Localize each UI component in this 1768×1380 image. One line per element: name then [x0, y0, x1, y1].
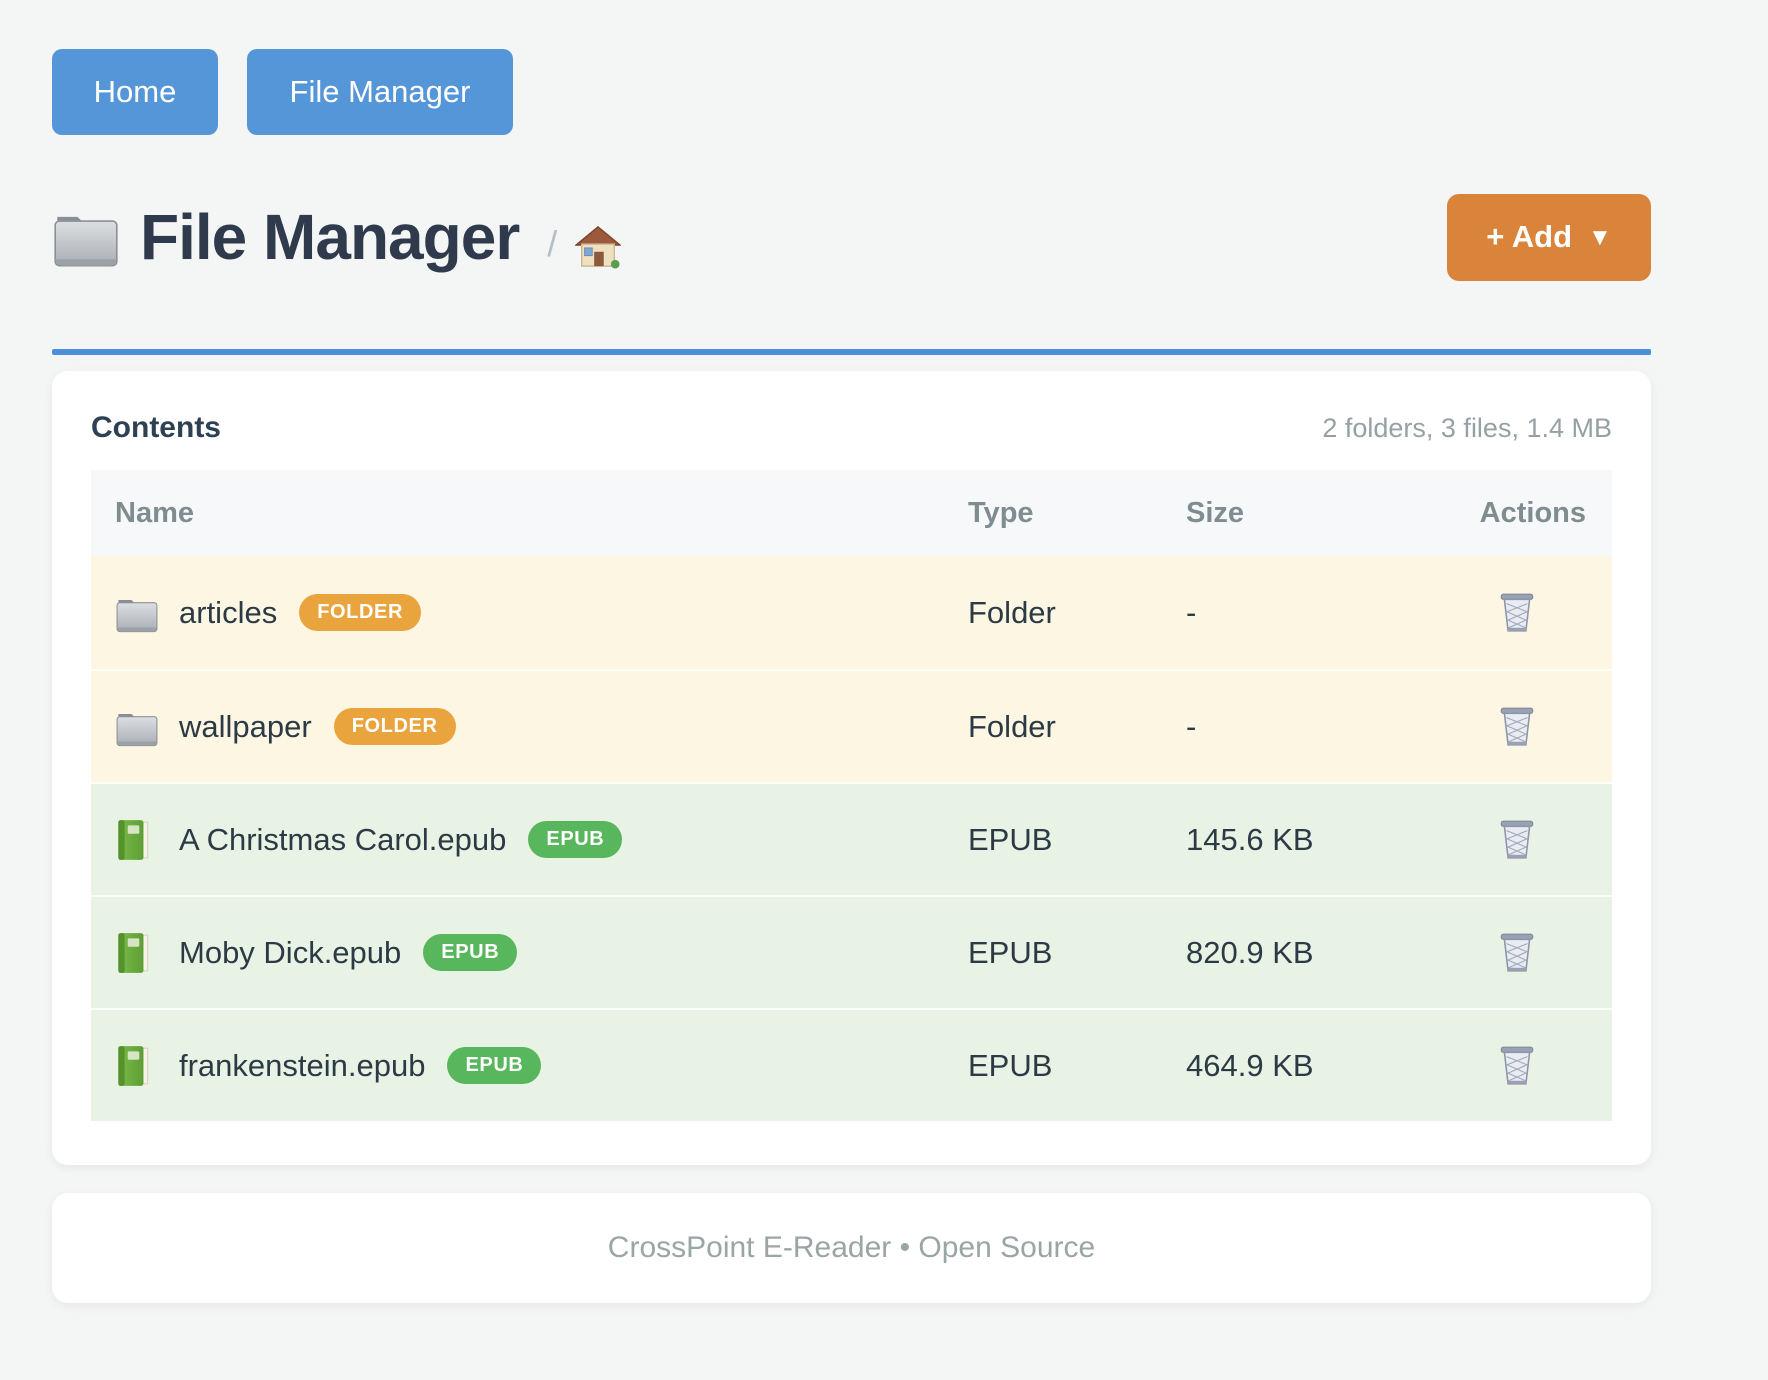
actions-cell — [1421, 1043, 1612, 1089]
file-name: articles — [179, 594, 278, 630]
top-nav: Home File Manager — [52, 0, 1651, 135]
contents-card-header: Contents 2 folders, 3 files, 1.4 MB — [91, 411, 1612, 445]
table-row[interactable]: frankenstein.epub EPUB EPUB 464.9 KB — [91, 1008, 1612, 1121]
footer-text: CrossPoint E-Reader • Open Source — [607, 1231, 1096, 1264]
page-header: File Manager / + Add ▼ — [52, 187, 1651, 287]
type-cell: EPUB — [968, 934, 1053, 970]
folder-icon — [115, 591, 159, 635]
column-header-actions: Actions — [1479, 496, 1586, 529]
table-row[interactable]: wallpaper FOLDER Folder - — [91, 669, 1612, 782]
file-name: frankenstein.epub — [179, 1047, 426, 1083]
type-badge: EPUB — [423, 934, 518, 971]
type-badge: EPUB — [447, 1047, 542, 1084]
type-badge: EPUB — [528, 821, 623, 858]
home-icon[interactable] — [575, 215, 621, 269]
file-name: wallpaper — [179, 708, 312, 744]
caret-down-icon: ▼ — [1588, 224, 1612, 251]
actions-cell — [1421, 817, 1612, 863]
trash-icon[interactable] — [1495, 590, 1539, 636]
book-icon — [115, 931, 159, 975]
title-group: File Manager / — [52, 200, 621, 274]
book-icon — [115, 1044, 159, 1088]
actions-cell — [1421, 590, 1612, 636]
type-cell: Folder — [968, 708, 1056, 744]
size-cell: - — [1186, 594, 1197, 630]
type-cell: EPUB — [968, 1047, 1053, 1083]
file-table: Name Type Size Actions articles FOLDER F… — [91, 470, 1612, 1121]
file-name: A Christmas Carol.epub — [179, 821, 507, 857]
file-name: Moby Dick.epub — [179, 934, 402, 970]
folder-icon — [52, 207, 120, 267]
trash-icon[interactable] — [1495, 1043, 1539, 1089]
type-badge: FOLDER — [333, 708, 456, 745]
type-cell: EPUB — [968, 821, 1053, 857]
name-cell: Moby Dick.epub EPUB — [91, 931, 968, 975]
page-container: Home File Manager File Manager / + Add ▼… — [52, 0, 1651, 1303]
add-button[interactable]: + Add ▼ — [1447, 193, 1651, 281]
page-title: File Manager — [140, 201, 520, 273]
trash-icon[interactable] — [1495, 704, 1539, 750]
actions-cell — [1421, 704, 1612, 750]
contents-card: Contents 2 folders, 3 files, 1.4 MB Name… — [52, 371, 1651, 1165]
table-row[interactable]: A Christmas Carol.epub EPUB EPUB 145.6 K… — [91, 782, 1612, 895]
column-header-name: Name — [115, 496, 194, 529]
table-row[interactable]: Moby Dick.epub EPUB EPUB 820.9 KB — [91, 895, 1612, 1008]
actions-cell — [1421, 930, 1612, 976]
contents-summary: 2 folders, 3 files, 1.4 MB — [1322, 413, 1612, 443]
breadcrumb-separator: / — [547, 223, 558, 264]
book-icon — [115, 818, 159, 862]
type-badge: FOLDER — [299, 594, 422, 631]
name-cell: articles FOLDER — [91, 591, 968, 635]
file-table-body: articles FOLDER Folder - wallpaper FOLDE… — [91, 556, 1612, 1121]
name-cell: frankenstein.epub EPUB — [91, 1044, 968, 1088]
nav-home-button[interactable]: Home — [52, 49, 218, 135]
column-header-type: Type — [968, 496, 1034, 529]
size-cell: - — [1186, 708, 1197, 744]
contents-title: Contents — [91, 411, 221, 444]
title-divider — [52, 349, 1651, 355]
add-button-label: + Add — [1486, 219, 1573, 254]
size-cell: 464.9 KB — [1186, 1047, 1314, 1083]
type-cell: Folder — [968, 594, 1056, 630]
name-cell: A Christmas Carol.epub EPUB — [91, 818, 968, 862]
folder-icon — [115, 705, 159, 749]
file-table-header: Name Type Size Actions — [91, 470, 1612, 556]
column-header-size: Size — [1186, 496, 1245, 529]
trash-icon[interactable] — [1495, 817, 1539, 863]
trash-icon[interactable] — [1495, 930, 1539, 976]
table-row[interactable]: articles FOLDER Folder - — [91, 556, 1612, 669]
size-cell: 820.9 KB — [1186, 934, 1314, 970]
footer: CrossPoint E-Reader • Open Source — [52, 1193, 1651, 1303]
size-cell: 145.6 KB — [1186, 821, 1314, 857]
nav-file-manager-button[interactable]: File Manager — [247, 49, 513, 135]
name-cell: wallpaper FOLDER — [91, 705, 968, 749]
